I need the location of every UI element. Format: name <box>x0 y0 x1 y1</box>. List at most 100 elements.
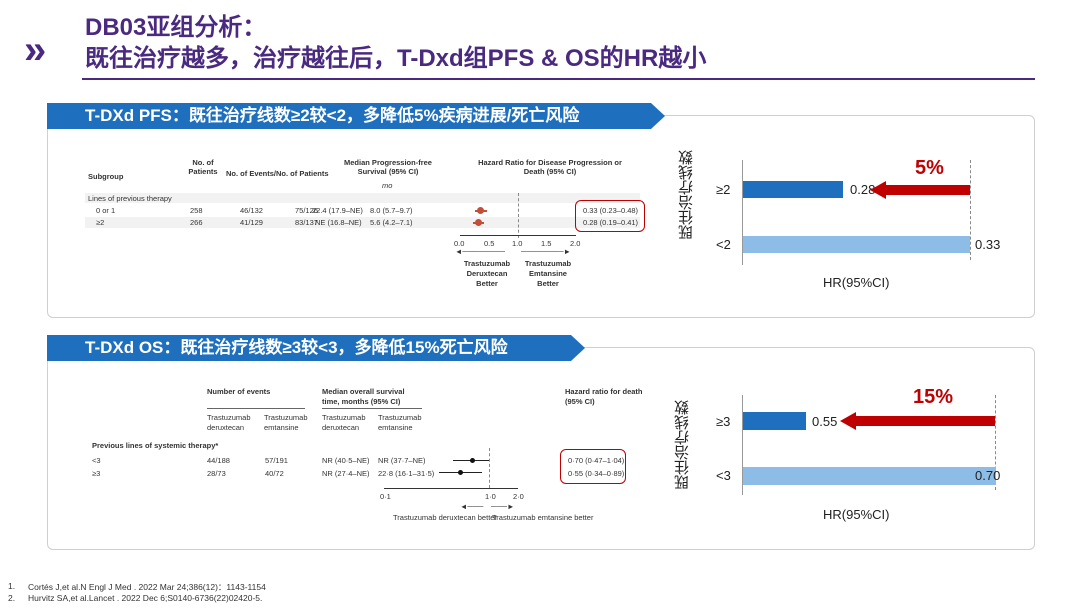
row-band <box>85 193 640 203</box>
bar-value: 0.33 <box>975 237 1001 252</box>
bar-ge3 <box>743 412 806 430</box>
bar-value: 0.55 <box>812 414 838 429</box>
bar-lt3 <box>743 467 996 485</box>
cell-hr: 0·55 (0·34–0·89) <box>568 469 625 478</box>
bar-value: 0.28 <box>850 182 876 197</box>
y-axis-label: 既往治疗线数 <box>678 150 695 240</box>
header-rule <box>322 408 422 409</box>
reference-line <box>489 448 490 488</box>
tick-label: 0.0 <box>454 239 465 248</box>
reference-item: Cortés J,et al.N Engl J Med . 2022 Mar 2… <box>28 582 266 592</box>
right-arrow-icon: ───► <box>491 502 515 511</box>
tick-label: 1·0 <box>485 492 496 501</box>
reference-item: Hurvitz SA,et al.Lancet . 2022 Dec 6;S01… <box>28 593 263 603</box>
cell-median-2: NR (37·7–NE) <box>378 456 426 465</box>
cell-median-1: NE (16.8–NE) <box>315 218 362 227</box>
cell-events-1: 44/188 <box>207 456 230 465</box>
hdr-subgroup: Subgroup <box>88 172 124 181</box>
hdr-unit: mo <box>382 181 393 190</box>
hdr-arm2: Trastuzumab emtansine <box>264 413 308 432</box>
ref-number: 1. <box>8 581 16 591</box>
cell-median-1: 22.4 (17.9–NE) <box>312 206 363 215</box>
reference-line <box>995 395 996 490</box>
left-note: Trastuzumab deruxtecan better <box>393 513 497 522</box>
os-banner: T-DXd OS：既往治疗线数≥3较<3，多降低15%死亡风险 <box>47 335 585 361</box>
cell-median-1: NR (40·5–NE) <box>322 456 370 465</box>
right-arrow-icon: ────────► <box>521 247 571 256</box>
right-note: Trastuzumab emtansine better <box>492 513 594 522</box>
cell-patients: 266 <box>190 218 203 227</box>
bar-value: 0.70 <box>975 468 1001 483</box>
bar-lt2 <box>743 236 970 253</box>
hdr-patients: No. of Patients <box>188 158 218 176</box>
section-label: Lines of previous therapy <box>88 194 172 203</box>
row-label: ≥3 <box>92 469 101 478</box>
left-note: Trastuzumab Deruxtecan Better <box>463 259 511 288</box>
hdr-arm1: Trastuzumab deruxtecan <box>207 413 251 432</box>
x-axis <box>460 235 576 236</box>
hdr-events: Number of events <box>207 387 271 396</box>
reduction-arrow-icon <box>840 412 995 430</box>
cell-median-2: 22·8 (16·1–31·5) <box>378 469 435 478</box>
cell-events-2: 75/126 <box>295 206 318 215</box>
tick-label: 0.5 <box>484 239 495 248</box>
cell-events-1: 41/129 <box>240 218 263 227</box>
reference-line <box>970 160 971 260</box>
cell-hr: 0.28 (0.19–0.41) <box>583 218 639 227</box>
tick-label: 2·0 <box>513 492 524 501</box>
hr-point <box>470 458 475 463</box>
cell-events-2: 40/72 <box>265 469 284 478</box>
cell-median-1: NR (27·4–NE) <box>322 469 370 478</box>
bar-category: <2 <box>716 237 731 252</box>
cell-median-2: 5.6 (4.2–7.1) <box>370 218 413 227</box>
left-arrow-icon: ◄──────── <box>455 247 505 256</box>
section-label: Previous lines of systemic therapy* <box>92 441 219 450</box>
right-note: Trastuzumab Emtansine Better <box>524 259 572 288</box>
hr-point <box>475 219 482 226</box>
hdr-arm2: Trastuzumab emtansine <box>378 413 422 432</box>
hdr-events: No. of Events/No. of Patients <box>226 169 329 178</box>
bar-category: <3 <box>716 468 731 483</box>
pfs-panel <box>47 115 1035 318</box>
y-axis <box>742 395 743 495</box>
cell-hr: 0·70 (0·47–1·04) <box>568 456 625 465</box>
tick-label: 1.0 <box>512 239 523 248</box>
title-line2: 既往治疗越多，治疗越往后，T-Dxd组PFS & OS的HR越小 <box>85 45 707 72</box>
ref-number: 2. <box>8 593 16 603</box>
cell-events-1: 28/73 <box>207 469 226 478</box>
tick-label: 1.5 <box>541 239 552 248</box>
hdr-hr: Hazard Ratio for Disease Progression or … <box>478 158 622 176</box>
tick-label: 0·1 <box>380 492 391 501</box>
cell-events-2: 57/191 <box>265 456 288 465</box>
cell-median-2: 8.0 (5.7–9.7) <box>370 206 413 215</box>
double-chevron-right-icon: » <box>24 28 47 72</box>
row-label: ≥2 <box>96 218 105 227</box>
row-label: 0 or 1 <box>96 206 116 215</box>
hr-highlight-box <box>560 449 626 484</box>
cell-patients: 258 <box>190 206 203 215</box>
reference-line <box>518 193 519 238</box>
tick-label: 2.0 <box>570 239 581 248</box>
header-rule <box>207 408 305 409</box>
hdr-hr: Hazard ratio for death (95% CI) <box>565 387 643 406</box>
cell-hr: 0.33 (0.23–0.48) <box>583 206 639 215</box>
x-axis-label: HR(95%CI) <box>823 507 890 522</box>
hr-point <box>458 470 463 475</box>
bar-category: ≥2 <box>716 182 731 197</box>
left-arrow-icon: ◄─── <box>460 502 484 511</box>
reduction-label: 5% <box>915 157 944 179</box>
bar-ge2 <box>743 181 843 198</box>
row-band <box>85 217 640 228</box>
hdr-median: Median overall survival time, months (95… <box>322 387 405 406</box>
title-divider <box>82 78 1035 80</box>
hdr-arm1: Trastuzumab deruxtecan <box>322 413 366 432</box>
row-label: <3 <box>92 456 101 465</box>
cell-events-2: 83/137 <box>295 218 318 227</box>
y-axis <box>742 160 743 265</box>
hr-highlight-box <box>575 200 645 232</box>
hdr-median: Median Progression-free Survival (95% CI… <box>344 158 432 176</box>
bar-category: ≥3 <box>716 414 731 429</box>
reduction-label: 15% <box>913 386 954 408</box>
x-axis-label: HR(95%CI) <box>823 275 890 290</box>
x-axis <box>384 488 518 489</box>
